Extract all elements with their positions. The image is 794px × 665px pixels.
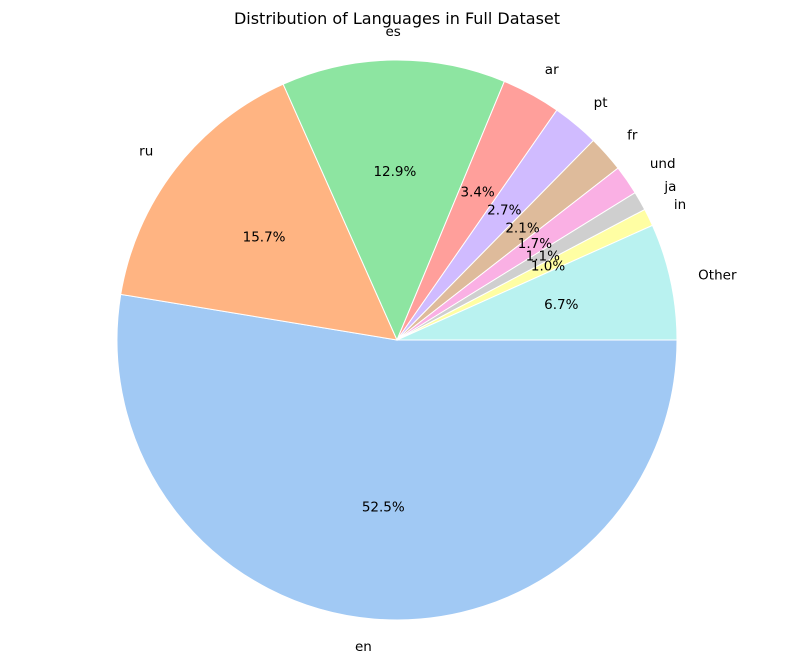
pie-slices <box>116 59 678 621</box>
pie-slice-other <box>396 224 678 341</box>
pct-label-en: 52.5% <box>362 499 405 515</box>
pct-label-ja: 1.1% <box>526 249 560 265</box>
pie-labels: 52.5% en 15.7% ru 12.9% es 3.4% ar 2.7% pt 2.1% fr 1… <box>139 24 737 655</box>
category-label-ja: ja <box>663 179 676 195</box>
category-label-ru: ru <box>139 144 153 160</box>
pct-label-ru: 15.7% <box>243 229 286 245</box>
pct-label-pt: 2.7% <box>487 203 521 219</box>
pct-label-in: 1.0% <box>531 258 565 274</box>
pie-slice-ru <box>120 83 398 341</box>
pie-slice-es <box>282 59 506 342</box>
chart-title: Distribution of Languages in Full Datase… <box>234 9 560 28</box>
pct-label-fr: 2.1% <box>505 220 539 236</box>
category-label-pt: pt <box>594 95 608 111</box>
category-label-other: Other <box>698 268 737 284</box>
category-label-ar: ar <box>545 62 559 78</box>
category-label-und: und <box>650 156 676 172</box>
pct-label-other: 6.7% <box>544 297 578 313</box>
pie-slice-en <box>116 293 678 621</box>
pct-label-es: 12.9% <box>373 164 416 180</box>
category-label-fr: fr <box>627 127 638 143</box>
category-label-es: es <box>385 24 400 40</box>
category-label-en: en <box>355 639 372 655</box>
pct-label-und: 1.7% <box>518 236 552 252</box>
pct-label-ar: 3.4% <box>460 185 494 201</box>
category-label-in: in <box>674 197 686 213</box>
